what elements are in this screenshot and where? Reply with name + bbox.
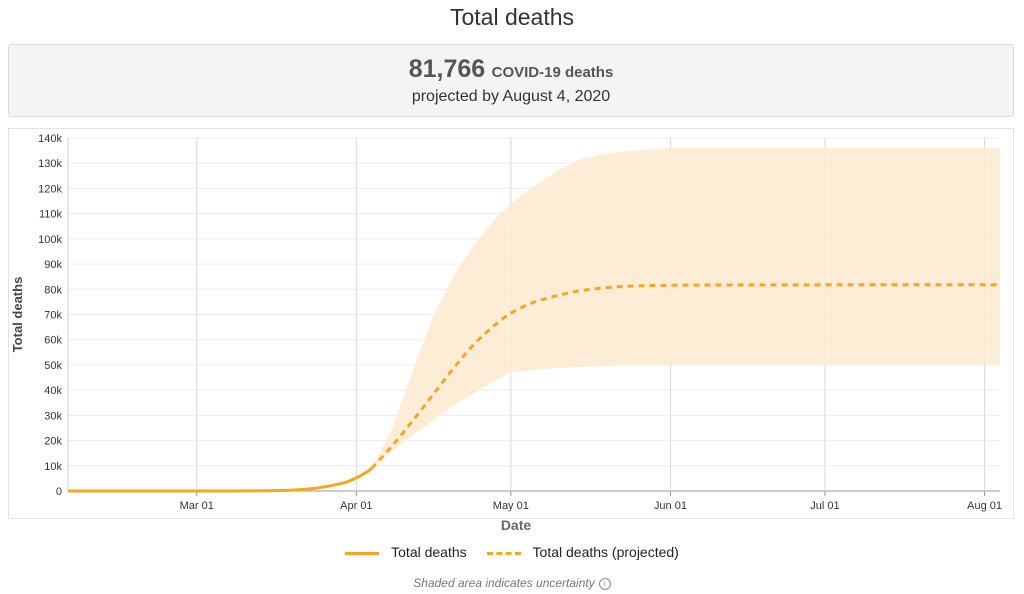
legend-item-projected[interactable]: Total deaths (projected) — [486, 544, 679, 561]
legend: Total deaths Total deaths (projected) — [0, 543, 1024, 560]
x-tick-label: Aug 01 — [967, 500, 1002, 512]
x-axis-title: Date — [501, 517, 532, 533]
legend-label-actual: Total deaths — [391, 544, 467, 561]
total-deaths-chart[interactable]: 0 10k 20k 30k 40k 50k 60k 70k 80k 90k 100k 110k 120k… — [0, 124, 1024, 540]
y-tick-label: 30k — [44, 410, 62, 422]
dashed-line-swatch-icon — [486, 552, 521, 556]
y-tick-label: 10k — [44, 461, 62, 473]
x-tick-label: Mar 01 — [180, 500, 214, 512]
footnote: Shaded area indicates uncertainty i — [0, 576, 1024, 590]
solid-line-swatch-icon — [345, 552, 380, 556]
y-tick-label: 50k — [44, 360, 62, 372]
projected-deaths-number: 81,766 — [408, 55, 486, 83]
summary-headline: 81,766 COVID-19 deaths — [9, 55, 1013, 84]
x-tick-label: Jun 01 — [654, 500, 687, 512]
y-tick-label: 70k — [44, 310, 62, 322]
projected-deaths-label: COVID-19 deaths — [491, 64, 614, 81]
legend-label-projected: Total deaths (projected) — [532, 544, 679, 561]
footnote-text: Shaded area indicates uncertainty — [413, 576, 595, 590]
page-title: Total deaths — [449, 4, 575, 30]
y-tick-label: 140k — [38, 133, 62, 145]
y-tick-label: 40k — [44, 385, 62, 397]
x-tick-label: Jul 01 — [810, 500, 839, 512]
plot-area-border — [8, 128, 1014, 519]
series-line-projected — [370, 283, 1000, 470]
y-tick-label: 0 — [56, 486, 62, 498]
y-axis-title: Total deaths — [10, 277, 25, 353]
y-tick-label: 60k — [44, 335, 62, 347]
y-tick-label: 100k — [38, 234, 62, 246]
uncertainty-band — [371, 148, 1000, 469]
summary-box: 81,766 COVID-19 deaths projected by Augu… — [8, 44, 1014, 117]
y-tick-label: 90k — [44, 259, 62, 271]
y-tick-label: 120k — [38, 183, 62, 195]
x-tick-label: May 01 — [493, 500, 529, 512]
y-tick-label: 80k — [44, 284, 62, 296]
legend-item-actual[interactable]: Total deaths — [345, 544, 467, 560]
x-tick-label: Apr 01 — [340, 500, 372, 512]
y-tick-label: 130k — [38, 158, 62, 170]
y-tick-label: 20k — [44, 436, 62, 448]
projection-date: projected by August 4, 2020 — [411, 88, 611, 105]
info-icon[interactable]: i — [598, 578, 611, 590]
series-line-actual — [68, 467, 373, 493]
y-tick-label: 110k — [39, 209, 63, 221]
